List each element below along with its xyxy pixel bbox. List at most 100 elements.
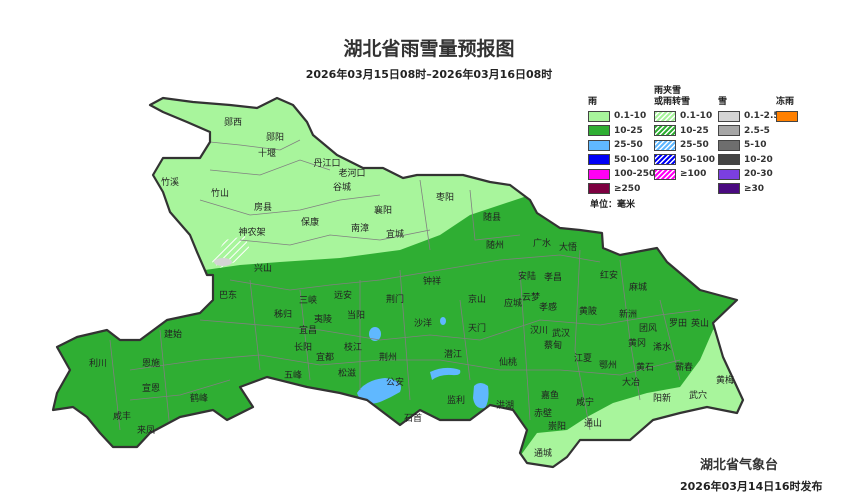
- county-boundary: [109, 339, 121, 431]
- city-label: 沙洋: [414, 317, 432, 329]
- city-label: 潜江: [444, 348, 462, 360]
- city-label: 洪湖: [496, 399, 514, 411]
- legend-swatch: [654, 125, 676, 136]
- legend-label: ≥250: [614, 183, 641, 194]
- city-label: 宣恩: [142, 382, 160, 394]
- issuer: 湖北省气象台: [700, 458, 779, 473]
- legend-label: 25-50: [614, 140, 643, 150]
- city-label: 公安: [386, 376, 404, 388]
- city-label: 蕲春: [675, 361, 693, 373]
- city-label: 麻城: [629, 281, 647, 293]
- legend-swatch: [588, 125, 610, 136]
- legend-swatch: [588, 168, 610, 180]
- city-label: 枣阳: [436, 192, 454, 203]
- heavy-rain-patch: [357, 378, 401, 404]
- city-label: 新洲: [619, 308, 637, 320]
- legend-label: 10-25: [680, 125, 709, 136]
- city-label: 保康: [301, 216, 319, 228]
- legend-item: 10-25: [588, 125, 643, 137]
- legend-group-title: 冻雨: [776, 97, 795, 107]
- legend-item: 25-50: [588, 139, 643, 151]
- city-label: 鄂州: [599, 360, 617, 371]
- legend-item: 25-50: [654, 139, 709, 151]
- city-label: 远安: [334, 289, 352, 301]
- city-label: 枝江: [344, 341, 362, 353]
- legend-swatch: [718, 154, 740, 165]
- city-label: 荆门: [386, 293, 404, 305]
- legend-swatch: [654, 110, 676, 122]
- city-label: 南漳: [351, 222, 369, 234]
- legend-label: 5-10: [744, 140, 767, 150]
- county-boundary: [129, 379, 231, 401]
- city-label: 红安: [600, 269, 618, 281]
- county-boundaries: [109, 139, 701, 431]
- city-label: 郧西: [224, 117, 242, 128]
- legend-item: 50-100: [588, 154, 649, 166]
- legend-label: 0.1-2.5: [744, 111, 780, 121]
- city-label: 广水: [533, 237, 551, 249]
- legend-item: 0.1-2.5: [718, 110, 780, 122]
- legend-swatch: [718, 125, 740, 136]
- legend-item: 0.1-10: [588, 110, 646, 122]
- city-label: 京山: [468, 293, 486, 305]
- city-label: 汉川: [530, 325, 548, 336]
- city-label: 巴东: [219, 289, 237, 301]
- city-label: 黄冈: [628, 337, 646, 349]
- legend-label: 0.1-10: [680, 111, 713, 121]
- county-boundary: [159, 329, 171, 431]
- county-boundary: [419, 179, 431, 251]
- legend-swatch: [588, 183, 610, 194]
- city-label: 崇阳: [548, 421, 566, 432]
- city-label: 秭归: [274, 308, 292, 320]
- city-label: 江夏: [574, 353, 592, 364]
- legend-item: 50-100: [654, 154, 715, 166]
- city-label: 大悟: [559, 241, 577, 253]
- city-label: 阳新: [653, 392, 671, 404]
- legend-group-title: 雨夹雪 或雨转雪: [654, 86, 691, 107]
- city-label: 夷陵: [314, 313, 332, 325]
- city-label: 天门: [468, 322, 486, 334]
- city-label: 竹山: [211, 187, 229, 199]
- legend-label: 50-100: [614, 154, 650, 165]
- map-title: 湖北省雨雪量预报图: [343, 38, 515, 60]
- city-label: 随州: [486, 239, 504, 251]
- legend-swatch: [776, 110, 798, 122]
- city-label: 房县: [254, 201, 272, 213]
- heavy-rain-areas: [357, 317, 489, 409]
- legend-swatch: [654, 154, 676, 165]
- city-label: 松滋: [338, 367, 356, 379]
- city-label: 罗田: [669, 318, 687, 329]
- legend-unit: 单位：毫米: [590, 200, 636, 210]
- city-label: 咸宁: [576, 396, 594, 408]
- city-label: 鹤峰: [190, 392, 208, 404]
- city-label: 武汉: [552, 327, 570, 339]
- legend-label: 50-100: [680, 154, 716, 165]
- city-label: 兴山: [254, 263, 272, 274]
- legend-item: 2.5-5: [718, 125, 770, 137]
- legend-swatch: [718, 110, 740, 122]
- city-label: 来凤: [137, 425, 155, 436]
- county-boundary: [519, 269, 531, 421]
- county-boundary: [239, 229, 431, 246]
- legend-label: ≥100: [680, 169, 707, 179]
- snow-area: [214, 258, 232, 266]
- legend-swatch: [718, 168, 740, 180]
- city-label: 荆州: [379, 351, 397, 363]
- legend-swatch: [588, 139, 610, 151]
- legend-label: ≥30: [744, 183, 765, 194]
- legend-swatch: [588, 154, 610, 165]
- legend-label: 25-50: [680, 140, 709, 150]
- legend-item: 20-30: [718, 168, 773, 180]
- city-label: 孝感: [539, 301, 557, 313]
- city-label: 监利: [447, 394, 465, 406]
- city-label: 浠水: [653, 341, 671, 353]
- legend-item: ≥250: [588, 183, 640, 195]
- city-label: 恩施: [142, 357, 160, 369]
- city-label: 宜都: [316, 351, 334, 363]
- heavy-rain-patch: [440, 317, 446, 325]
- county-boundary: [459, 299, 471, 381]
- city-label: 黄陂: [579, 305, 597, 317]
- city-label: 赤壁: [534, 407, 552, 419]
